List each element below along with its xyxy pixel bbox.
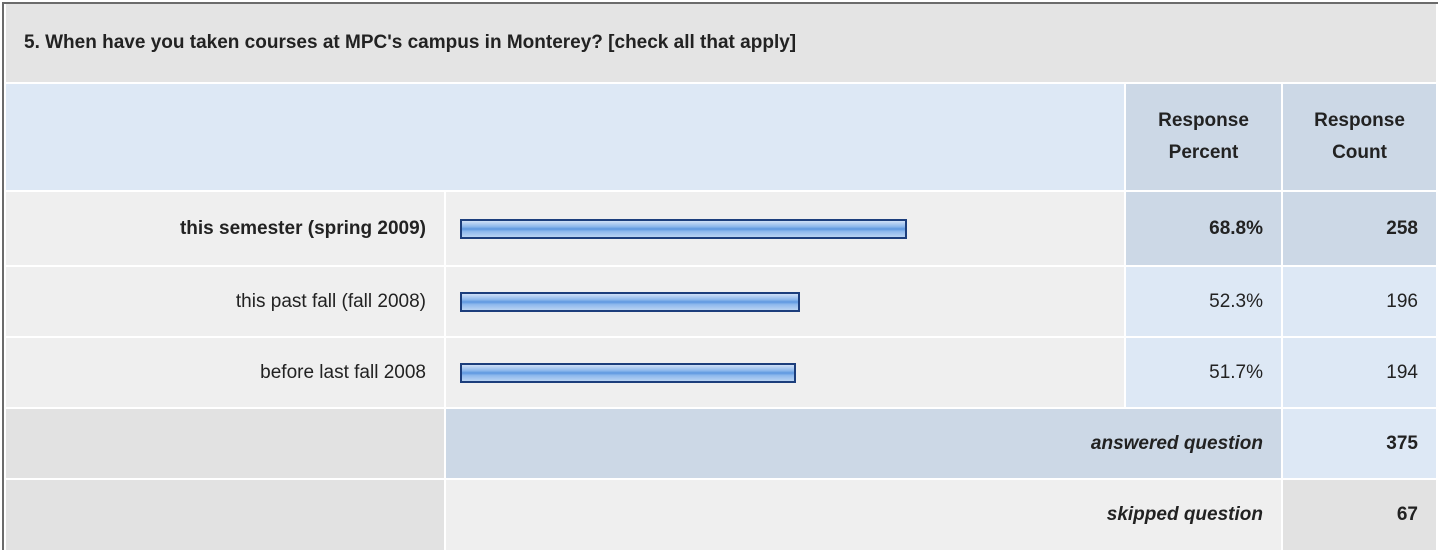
footer-blank [4,407,446,480]
question-title: 5. When have you taken courses at MPC's … [4,4,1438,84]
row-label: this past fall (fall 2008) [4,265,446,338]
bar [460,218,908,239]
bar-cell [444,190,1126,267]
answered-count: 375 [1281,407,1438,480]
bar-cell [444,336,1126,409]
header-blank [4,82,1126,192]
row-label: this semester (spring 2009) [4,190,446,267]
skipped-count: 67 [1281,478,1438,552]
count: 196 [1281,265,1438,338]
header-count: Response Count [1281,82,1438,192]
percent: 52.3% [1124,265,1283,338]
bar-cell [444,265,1126,338]
bar [460,291,800,312]
row-label: before last fall 2008 [4,336,446,409]
percent: 51.7% [1124,336,1283,409]
bar [460,362,797,383]
count: 258 [1281,190,1438,267]
table: 5. When have you taken courses at MPC's … [4,4,1438,552]
answered-label: answered question [444,407,1283,480]
footer-blank [4,478,446,552]
header-percent: Response Percent [1124,82,1283,192]
percent: 68.8% [1124,190,1283,267]
count: 194 [1281,336,1438,409]
skipped-label: skipped question [444,478,1283,552]
